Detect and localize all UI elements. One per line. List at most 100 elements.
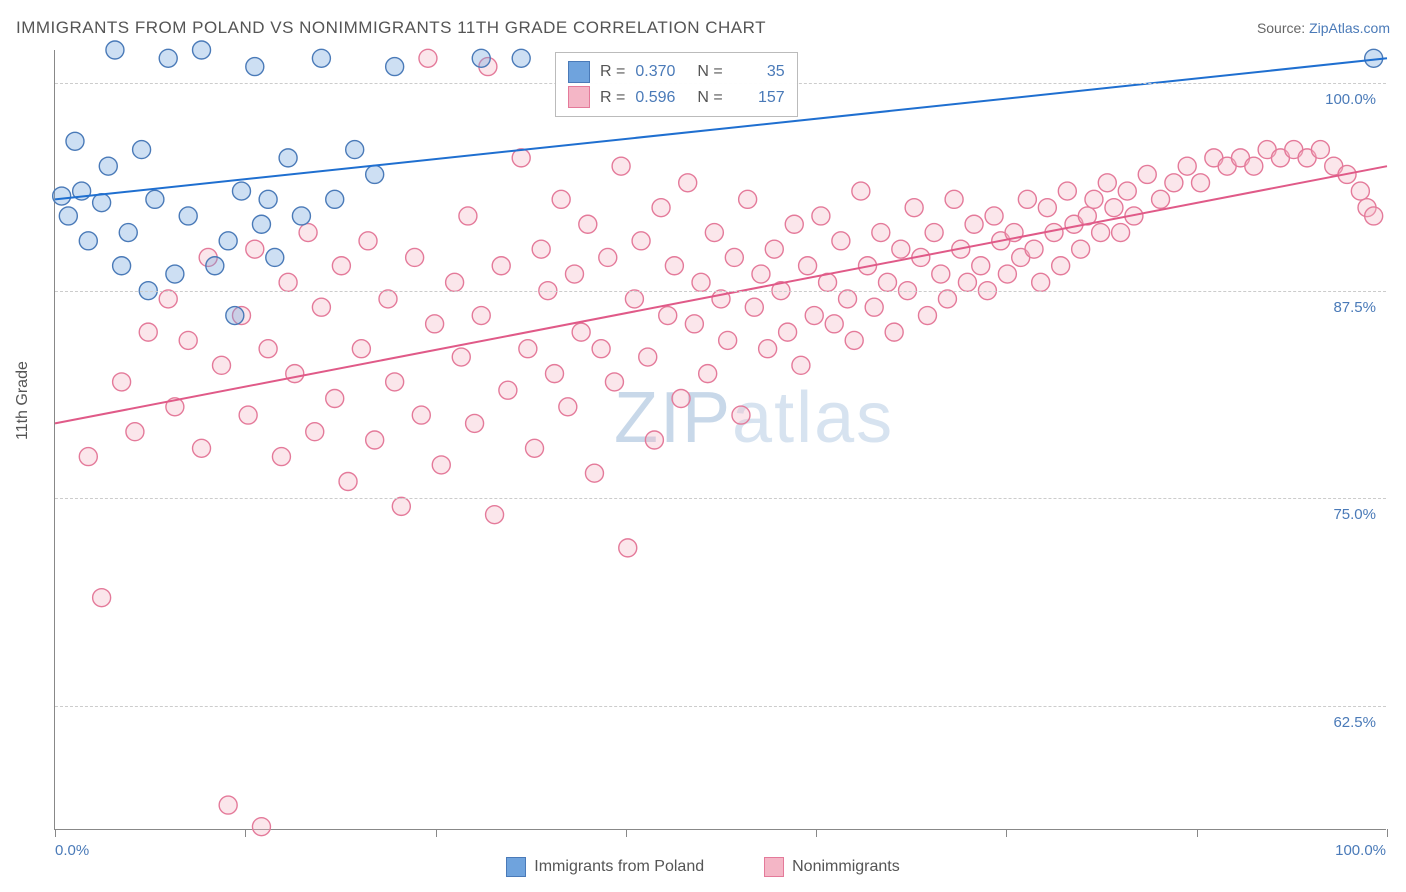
data-point xyxy=(679,174,697,192)
data-point xyxy=(546,365,564,383)
data-point xyxy=(486,506,504,524)
data-point xyxy=(572,323,590,341)
data-point xyxy=(639,348,657,366)
data-point xyxy=(1032,273,1050,291)
data-point xyxy=(925,224,943,242)
data-point xyxy=(585,464,603,482)
data-point xyxy=(672,390,690,408)
data-point xyxy=(239,406,257,424)
data-point xyxy=(279,149,297,167)
data-point xyxy=(519,340,537,358)
data-point xyxy=(472,49,490,67)
data-point xyxy=(1152,190,1170,208)
x-tick xyxy=(1197,829,1198,837)
data-point xyxy=(1018,190,1036,208)
data-point xyxy=(472,307,490,325)
data-point xyxy=(326,390,344,408)
data-point xyxy=(246,58,264,76)
data-point xyxy=(765,240,783,258)
data-point xyxy=(685,315,703,333)
data-point xyxy=(559,398,577,416)
data-point xyxy=(366,165,384,183)
data-point xyxy=(1052,257,1070,275)
stats-r-label: R = xyxy=(600,59,625,85)
data-point xyxy=(845,331,863,349)
data-point xyxy=(852,182,870,200)
x-tick xyxy=(245,829,246,837)
data-point xyxy=(719,331,737,349)
data-point xyxy=(872,224,890,242)
data-point xyxy=(279,273,297,291)
chart-svg xyxy=(55,50,1386,829)
stats-row: R =0.596N =157 xyxy=(568,85,785,111)
data-point xyxy=(419,49,437,67)
data-point xyxy=(379,290,397,308)
y-tick-label: 87.5% xyxy=(1333,299,1376,316)
data-point xyxy=(526,439,544,457)
stats-swatch xyxy=(568,61,590,83)
data-point xyxy=(292,207,310,225)
data-point xyxy=(652,199,670,217)
data-point xyxy=(113,257,131,275)
data-point xyxy=(1112,224,1130,242)
data-point xyxy=(126,423,144,441)
stats-swatch xyxy=(568,86,590,108)
legend-swatch-immigrants xyxy=(506,857,526,877)
legend-label-nonimmigrants: Nonimmigrants xyxy=(792,858,900,876)
chart-source: Source: ZipAtlas.com xyxy=(1257,20,1390,36)
legend-item-immigrants: Immigrants from Poland xyxy=(506,857,704,877)
x-tick xyxy=(55,829,56,837)
data-point xyxy=(752,265,770,283)
data-point xyxy=(346,141,364,159)
source-prefix: Source: xyxy=(1257,20,1309,36)
x-tick xyxy=(1006,829,1007,837)
stats-r-label: R = xyxy=(600,85,625,111)
data-point xyxy=(193,41,211,59)
gridline xyxy=(55,291,1386,292)
data-point xyxy=(266,248,284,266)
data-point xyxy=(392,497,410,515)
data-point xyxy=(459,207,477,225)
data-point xyxy=(625,290,643,308)
data-point xyxy=(332,257,350,275)
data-point xyxy=(1085,190,1103,208)
legend-swatch-nonimmigrants xyxy=(764,857,784,877)
bottom-legend: Immigrants from Poland Nonimmigrants xyxy=(0,857,1406,877)
data-point xyxy=(113,373,131,391)
data-point xyxy=(259,190,277,208)
data-point xyxy=(1165,174,1183,192)
source-link[interactable]: ZipAtlas.com xyxy=(1309,20,1390,36)
stats-n-value: 35 xyxy=(733,59,785,85)
data-point xyxy=(252,215,270,233)
data-point xyxy=(93,194,111,212)
data-point xyxy=(99,157,117,175)
data-point xyxy=(619,539,637,557)
data-point xyxy=(1025,240,1043,258)
data-point xyxy=(1192,174,1210,192)
data-point xyxy=(1245,157,1263,175)
data-point xyxy=(739,190,757,208)
y-tick-label: 100.0% xyxy=(1325,91,1376,108)
data-point xyxy=(79,448,97,466)
data-point xyxy=(312,298,330,316)
stats-n-value: 157 xyxy=(733,85,785,111)
stats-box: R =0.370N =35R =0.596N =157 xyxy=(555,52,798,117)
data-point xyxy=(1118,182,1136,200)
chart-header: IMMIGRANTS FROM POLAND VS NONIMMIGRANTS … xyxy=(16,18,1390,38)
data-point xyxy=(226,307,244,325)
data-point xyxy=(119,224,137,242)
data-point xyxy=(259,340,277,358)
y-tick-label: 62.5% xyxy=(1333,714,1376,731)
data-point xyxy=(552,190,570,208)
data-point xyxy=(352,340,370,358)
data-point xyxy=(312,49,330,67)
data-point xyxy=(799,257,817,275)
data-point xyxy=(905,199,923,217)
data-point xyxy=(146,190,164,208)
data-point xyxy=(645,431,663,449)
data-point xyxy=(759,340,777,358)
data-point xyxy=(918,307,936,325)
data-point xyxy=(166,265,184,283)
data-point xyxy=(532,240,550,258)
data-point xyxy=(839,290,857,308)
